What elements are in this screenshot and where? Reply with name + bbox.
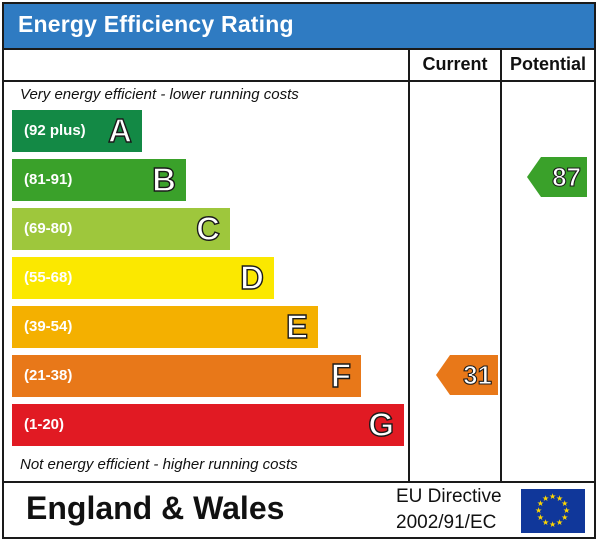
eu-flag-icon: ★ ★ ★ ★ ★ ★ ★ ★ ★ ★ ★ ★: [521, 489, 585, 533]
band-letter: G: [368, 405, 395, 443]
current-column-header: Current: [422, 54, 488, 74]
band-letter: A: [107, 111, 132, 149]
current-column-divider: [408, 50, 410, 483]
band-range: (39-54): [24, 318, 73, 335]
star-icon: ★: [549, 492, 557, 501]
potential-rating-value: 87: [552, 161, 582, 192]
star-icon: ★: [563, 506, 571, 515]
potential-column-divider: [500, 50, 502, 483]
star-icon: ★: [556, 493, 564, 503]
band-range: (69-80): [24, 220, 73, 237]
footer-divider: [4, 481, 594, 483]
band-d: (55-68) D: [12, 257, 274, 299]
band-range: (21-38): [24, 367, 73, 384]
band-letter: B: [151, 160, 176, 198]
potential-column-header: Potential: [509, 54, 586, 74]
star-icon: ★: [542, 493, 550, 503]
current-rating-arrow: 31: [436, 355, 498, 395]
star-icon: ★: [561, 499, 569, 508]
directive-line-1: EU Directive: [396, 486, 502, 507]
band-g: (1-20) G: [12, 404, 404, 446]
inefficient-note: Not energy efficient - higher running co…: [20, 456, 298, 473]
band-letter: F: [330, 356, 352, 394]
band-e: (39-54) E: [12, 306, 318, 348]
star-icon: ★: [542, 518, 550, 528]
star-icon: ★: [536, 513, 545, 522]
band-range: (55-68): [24, 269, 73, 286]
arrow-shape: [527, 157, 587, 197]
band-c: (69-80) C: [12, 208, 230, 250]
star-icon: ★: [535, 506, 543, 515]
star-icon: ★: [536, 499, 545, 508]
band-letter: D: [239, 258, 264, 296]
band-f: (21-38) F: [12, 355, 361, 397]
current-rating-value: 31: [463, 359, 493, 390]
country-label: England & Wales: [26, 490, 285, 526]
band-b: (81-91) B: [12, 159, 186, 201]
band-range: (92 plus): [24, 122, 86, 139]
efficient-note: Very energy efficient - lower running co…: [20, 86, 299, 103]
directive-line-2: 2002/91/EC: [396, 512, 497, 533]
band-range: (81-91): [24, 171, 73, 188]
chart-header: Energy Efficiency Rating: [4, 4, 594, 50]
band-a: (92 plus) A: [12, 110, 142, 152]
star-icon: ★: [561, 513, 569, 522]
arrow-shape: [436, 355, 498, 395]
band-letter: C: [195, 209, 220, 247]
band-range: (1-20): [24, 416, 65, 433]
column-header-divider: [4, 80, 594, 82]
potential-rating-arrow: 87: [527, 157, 587, 197]
band-letter: E: [285, 307, 308, 345]
star-icon: ★: [556, 518, 564, 528]
star-icon: ★: [549, 520, 557, 529]
chart-title: Energy Efficiency Rating: [18, 11, 294, 37]
